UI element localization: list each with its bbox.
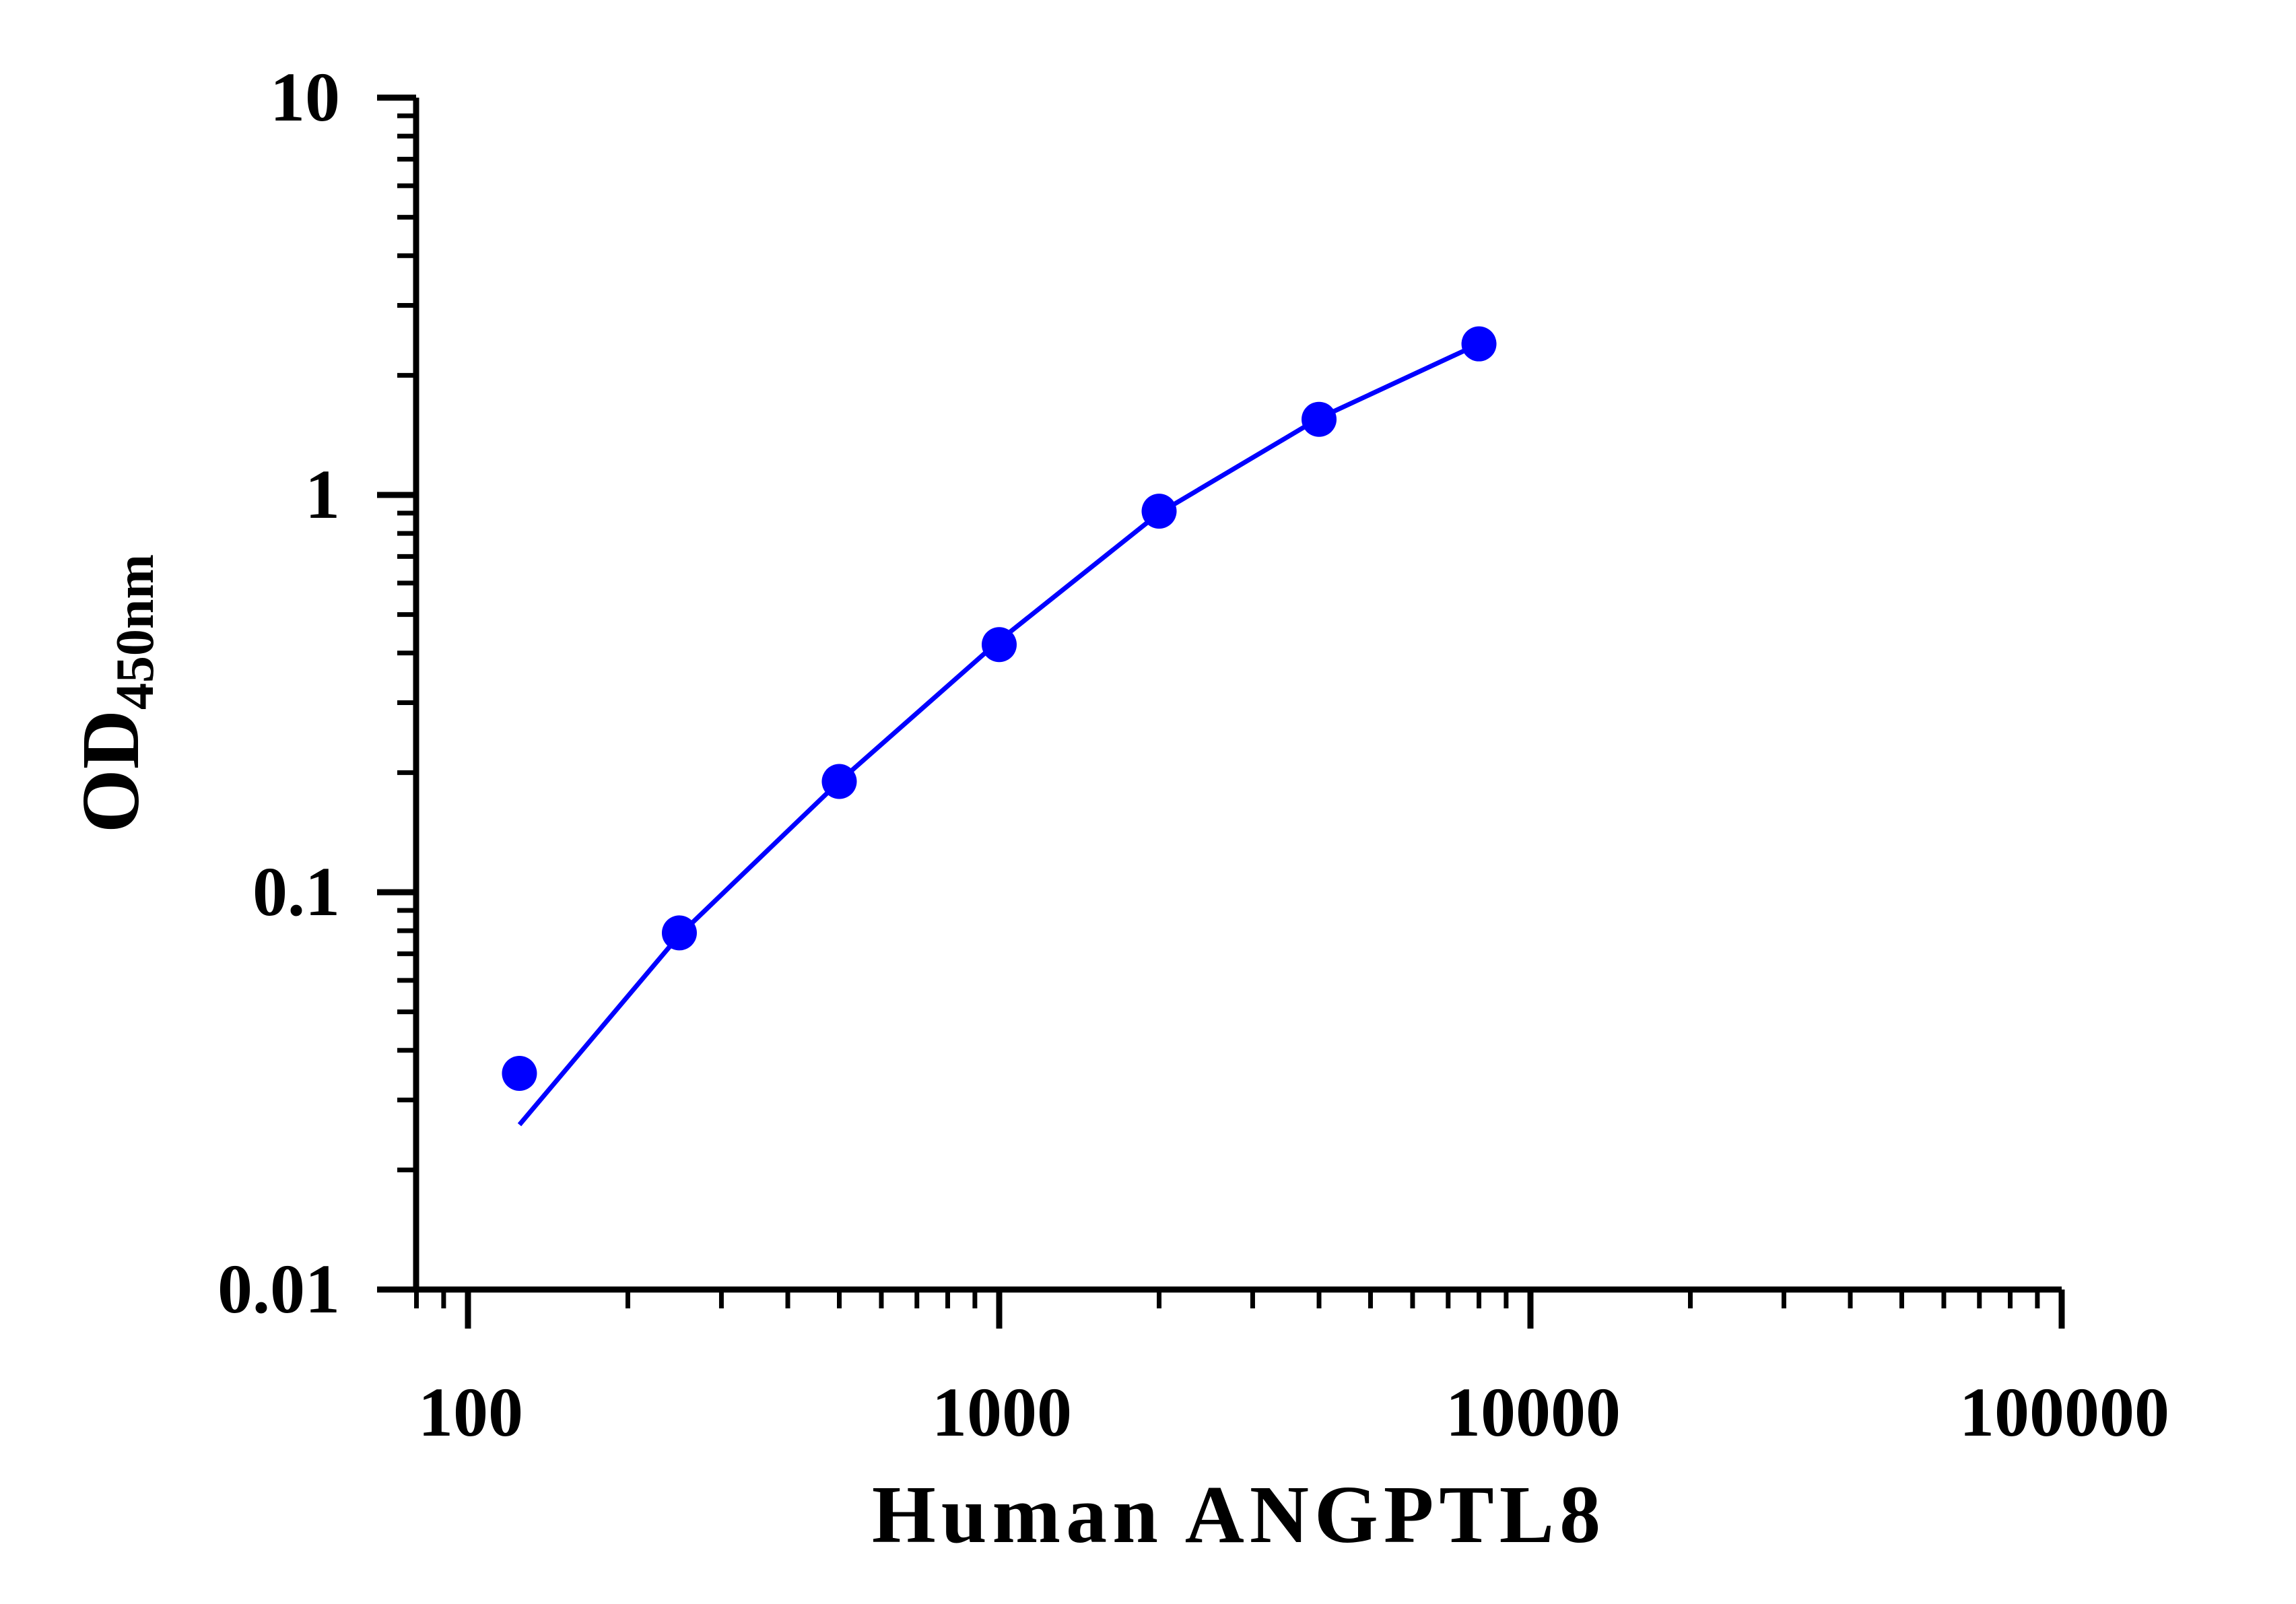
y-tick-label: 0.1 (252, 853, 340, 931)
y-axis-title-subscript: 450nm (106, 554, 165, 710)
data-point (1302, 401, 1337, 437)
x-tick-label: 100 (418, 1374, 523, 1451)
y-axis-ticks: 0.01 0.1 1 10 (217, 59, 416, 1328)
data-point (1141, 494, 1177, 529)
data-point (982, 627, 1017, 663)
y-tick-label: 0.01 (217, 1250, 340, 1328)
data-point (502, 1055, 537, 1091)
x-axis-title: Human ANGPTL8 (872, 1469, 1606, 1560)
data-points-layer (502, 326, 1497, 1091)
axes: 0.01 0.1 1 10 100 1000 10000 100000 (217, 59, 2169, 1451)
data-point (821, 764, 857, 799)
y-axis-title: OD450nm (65, 554, 165, 833)
x-tick-label: 1000 (932, 1374, 1072, 1451)
data-point (661, 915, 697, 951)
x-axis-ticks: 100 1000 10000 100000 (414, 1290, 2169, 1451)
y-tick-label: 10 (270, 59, 340, 136)
x-tick-label: 10000 (1446, 1374, 1621, 1451)
fit-curve-line (517, 341, 1480, 1127)
y-tick-label: 1 (305, 456, 340, 533)
x-tick-label: 100000 (1959, 1374, 2169, 1451)
data-point (1461, 326, 1497, 362)
y-axis-title-main: OD (65, 710, 156, 833)
fit-curve-layer (517, 341, 1480, 1127)
